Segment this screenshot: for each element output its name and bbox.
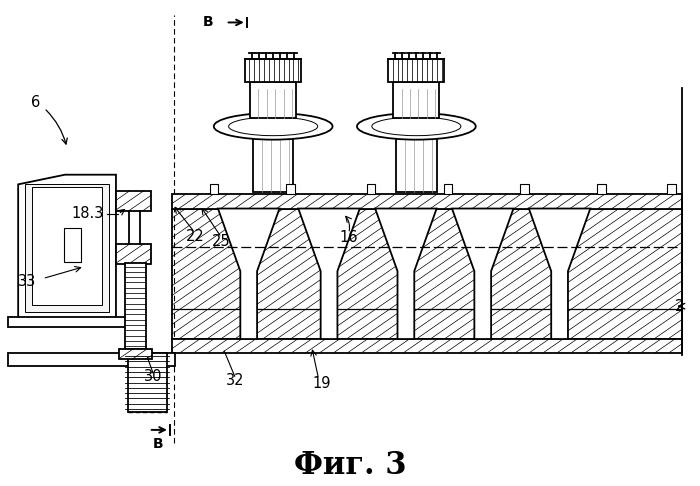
Bar [120,348,152,359]
Text: 30: 30 [144,369,162,384]
Bar [667,184,676,194]
Bar [25,184,109,312]
Bar [125,263,146,348]
Bar [32,187,102,305]
Ellipse shape [357,113,476,139]
Text: 25: 25 [212,234,231,249]
Bar [444,184,452,194]
Text: 19: 19 [313,376,331,391]
Text: В: В [153,436,163,451]
Polygon shape [528,208,590,339]
Bar [597,184,606,194]
Bar [116,244,151,264]
Bar [521,184,528,194]
Polygon shape [218,208,279,339]
Text: 22: 22 [186,229,204,244]
Bar [8,352,175,366]
Polygon shape [18,174,116,320]
Ellipse shape [214,113,332,139]
Ellipse shape [372,117,461,136]
Bar [172,339,682,352]
Bar [8,317,130,327]
Polygon shape [375,208,437,339]
Text: В: В [202,16,213,30]
Bar [393,82,440,119]
Text: 2: 2 [675,299,684,313]
Text: 6: 6 [31,95,41,110]
Bar [116,191,151,211]
Bar [209,184,218,194]
Polygon shape [298,208,360,339]
Ellipse shape [229,117,318,136]
Bar [253,129,293,191]
Text: 32: 32 [225,373,244,388]
Bar [286,184,295,194]
Text: 16: 16 [340,230,358,245]
Text: Фиг. 3: Фиг. 3 [294,450,406,481]
Bar [389,59,444,82]
Bar [250,82,296,119]
Bar [396,129,437,191]
Bar [64,228,81,261]
Bar [128,352,167,413]
Text: 33: 33 [18,274,36,289]
Text: 18.3: 18.3 [71,206,104,221]
Bar [367,184,375,194]
Bar [245,59,301,82]
Bar [172,194,682,208]
Polygon shape [452,208,514,339]
Bar [172,208,682,339]
